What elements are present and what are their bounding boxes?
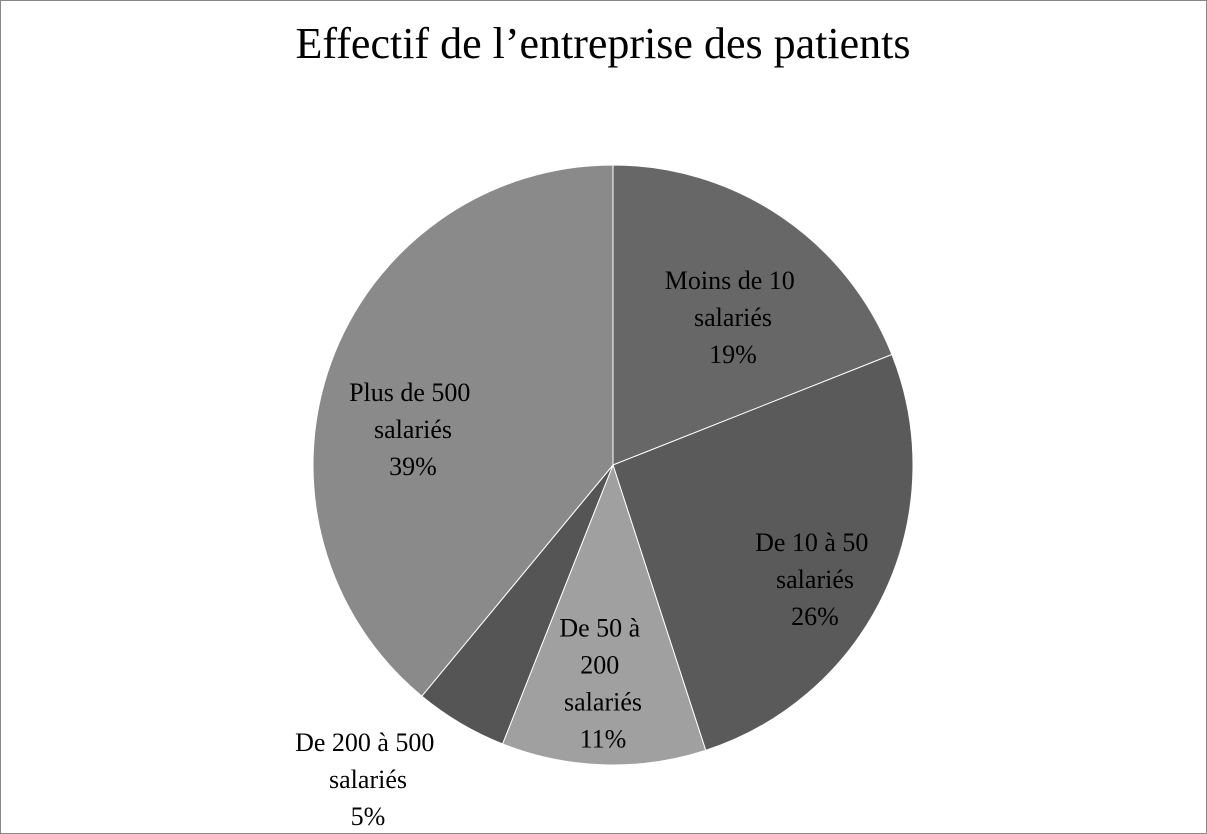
slice-value-label: 19% [709,340,757,369]
slice-value-label: 5% [351,802,386,831]
chart-title: Effectif de l’entreprise des patients [296,19,911,68]
pie-slice [612,164,893,466]
pie-slice [612,353,914,751]
slice-label: De 200 à 500 salariés [295,728,441,794]
slice-value-label: 11% [580,724,627,753]
pie-slice [501,463,707,766]
slice-label: De 50 à 200 salariés [559,613,646,716]
slice-value-label: 39% [389,452,437,481]
slice-label: De 10 à 50 salariés [755,528,875,594]
slice-label: Moins de 10 salariés [665,266,802,332]
slice-value-label: 26% [791,602,839,631]
pie [312,164,914,766]
slice-label: Plus de 500 salariés [349,378,477,444]
labels: Moins de 10 salariés 19% De 10 à 50 salari… [295,266,875,831]
pie-slice [312,164,614,697]
